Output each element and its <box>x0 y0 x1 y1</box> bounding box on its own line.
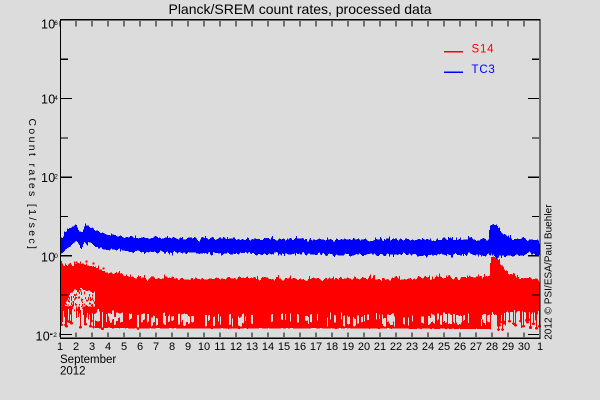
svg-text:16: 16 <box>294 341 306 353</box>
svg-text:24: 24 <box>422 341 434 353</box>
svg-text:25: 25 <box>438 341 450 353</box>
svg-text:19: 19 <box>342 341 354 353</box>
svg-text:30: 30 <box>518 341 530 353</box>
svg-text:10: 10 <box>41 93 56 107</box>
svg-text:Count rates [1/sec]: Count rates [1/sec] <box>26 119 38 252</box>
svg-text:4: 4 <box>54 95 58 102</box>
svg-text:10: 10 <box>41 171 56 185</box>
svg-text:Planck/SREM count rates, proce: Planck/SREM count rates, processed data <box>168 1 431 17</box>
svg-text:21: 21 <box>374 341 386 353</box>
svg-text:1: 1 <box>537 341 543 353</box>
svg-text:8: 8 <box>169 341 175 353</box>
svg-text:5: 5 <box>121 341 127 353</box>
svg-text:15: 15 <box>278 341 290 353</box>
svg-text:S14: S14 <box>472 43 495 55</box>
svg-text:10: 10 <box>41 250 56 264</box>
svg-text:10: 10 <box>198 341 210 353</box>
svg-text:26: 26 <box>454 341 466 353</box>
svg-text:2012 © PSI/ESA/Paul Buehler: 2012 © PSI/ESA/Paul Buehler <box>543 204 554 340</box>
svg-text:10: 10 <box>36 330 51 344</box>
svg-text:7: 7 <box>153 341 159 353</box>
svg-text:9: 9 <box>185 341 191 353</box>
svg-text:2: 2 <box>54 174 58 181</box>
svg-text:2: 2 <box>53 332 57 339</box>
svg-text:27: 27 <box>470 341 482 353</box>
svg-text:4: 4 <box>105 341 111 353</box>
svg-text:12: 12 <box>230 341 242 353</box>
svg-text:2012: 2012 <box>60 366 86 378</box>
svg-text:TC3: TC3 <box>472 64 496 76</box>
svg-text:23: 23 <box>406 341 418 353</box>
svg-text:28: 28 <box>486 341 498 353</box>
svg-text:20: 20 <box>358 341 370 353</box>
svg-text:0: 0 <box>54 253 58 260</box>
svg-text:6: 6 <box>54 20 58 27</box>
svg-text:1: 1 <box>57 341 63 353</box>
svg-text:18: 18 <box>326 341 338 353</box>
svg-text:10: 10 <box>41 17 56 31</box>
svg-text:11: 11 <box>214 341 225 353</box>
svg-text:22: 22 <box>390 341 402 353</box>
svg-text:29: 29 <box>502 341 514 353</box>
svg-text:2: 2 <box>73 341 79 353</box>
svg-text:14: 14 <box>262 341 274 353</box>
svg-text:3: 3 <box>89 341 95 353</box>
svg-text:6: 6 <box>137 341 143 353</box>
svg-text:September: September <box>60 354 116 366</box>
svg-text:13: 13 <box>246 341 258 353</box>
svg-text:17: 17 <box>310 341 322 353</box>
